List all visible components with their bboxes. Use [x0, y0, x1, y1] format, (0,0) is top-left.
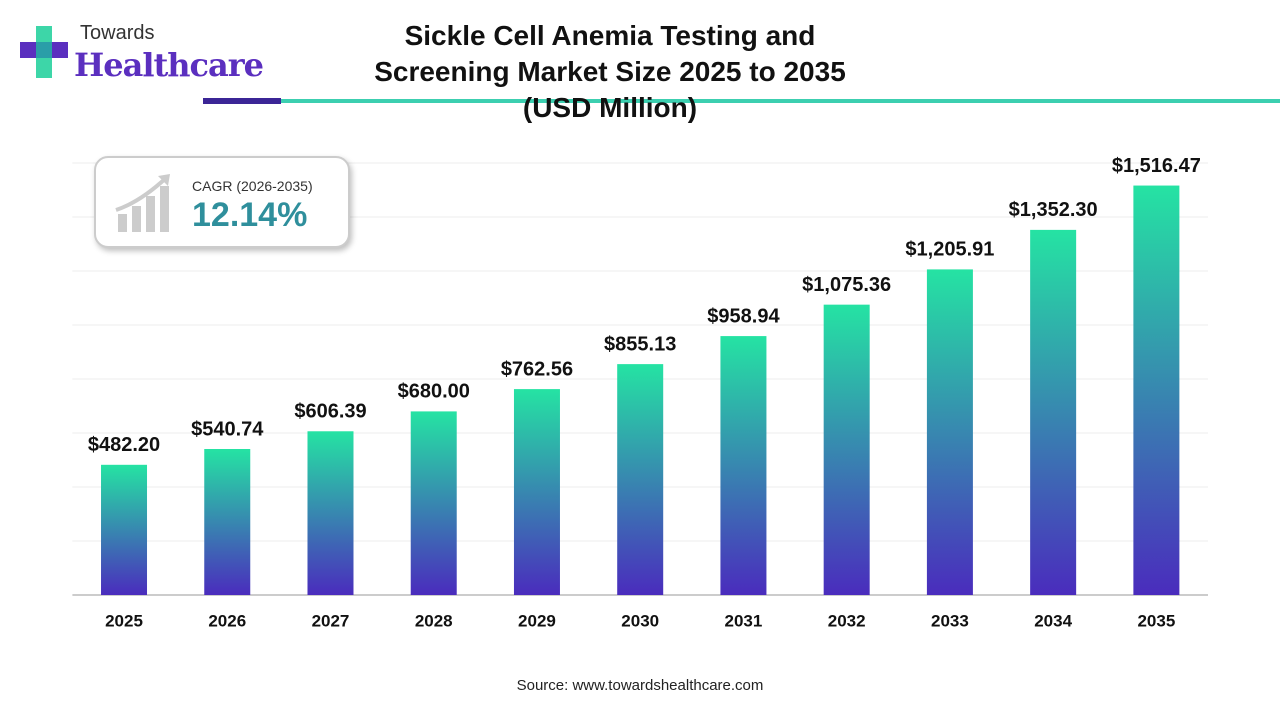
value-label: $1,205.91 — [905, 239, 994, 261]
source: Source: www.towardshealthcare.com — [516, 677, 764, 694]
x-tick-label: 2031 — [725, 611, 763, 630]
bar — [204, 449, 251, 595]
value-label: $540.74 — [191, 418, 264, 440]
bar — [410, 411, 457, 595]
x-tick-label: 2035 — [1137, 611, 1175, 630]
value-label: $1,352.30 — [1009, 199, 1098, 221]
brand-top: Towards — [80, 22, 155, 44]
header-rule — [281, 99, 1280, 103]
value-label: $1,075.36 — [802, 274, 891, 296]
bar — [307, 431, 354, 595]
bar — [823, 304, 870, 595]
header-accent — [203, 98, 281, 104]
bar — [101, 464, 148, 595]
bar — [1133, 185, 1180, 595]
x-tick-label: 2025 — [105, 611, 143, 630]
bar — [720, 336, 767, 595]
bar — [926, 269, 973, 595]
x-tick-label: 2027 — [312, 611, 350, 630]
x-tick-label: 2032 — [828, 611, 866, 630]
x-tick-label: 2026 — [208, 611, 246, 630]
value-label: $1,516.47 — [1112, 155, 1201, 177]
bar — [617, 364, 664, 595]
cagr-label: CAGR (2026-2035) — [192, 178, 313, 194]
x-tick-label: 2034 — [1034, 611, 1072, 630]
value-label: $762.56 — [501, 358, 573, 380]
x-tick-label: 2030 — [621, 611, 659, 630]
bar — [1030, 229, 1077, 595]
value-label: $855.13 — [604, 333, 676, 355]
bar — [513, 389, 560, 595]
x-tick-label: 2033 — [931, 611, 969, 630]
logo-icon — [20, 26, 68, 78]
value-label: $482.20 — [88, 434, 160, 456]
x-tick-label: 2029 — [518, 611, 556, 630]
value-label: $606.39 — [294, 401, 366, 423]
x-tick-label: 2028 — [415, 611, 453, 630]
cagr-icon — [115, 174, 170, 232]
value-label: $958.94 — [707, 305, 780, 327]
value-label: $680.00 — [398, 381, 470, 403]
cagr-box: CAGR (2026-2035) 12.14% — [94, 156, 350, 248]
brand: Healthcare — [74, 46, 264, 84]
cagr-value: 12.14% — [192, 196, 308, 234]
chart-title: Sickle Cell Anemia Testing and Screening… — [374, 20, 846, 123]
